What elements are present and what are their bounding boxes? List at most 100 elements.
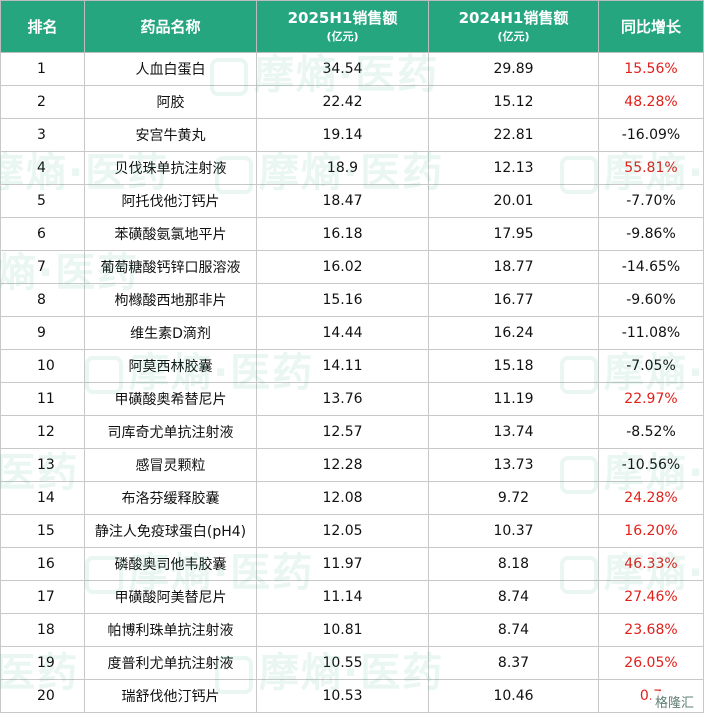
drug-name-cell: 苯磺酸氨氯地平片: [84, 217, 257, 251]
sales-2025-cell: 10.81: [256, 613, 429, 647]
rank-cell: 8: [0, 283, 85, 317]
drug-name-cell: 阿莫西林胶囊: [84, 349, 257, 383]
drug-name-cell: 甲磺酸奥希替尼片: [84, 382, 257, 416]
table-header: 排名 药品名称 2025H1销售额 (亿元) 2024H1销售额 (亿元) 同比…: [0, 0, 704, 53]
header-sales-2024-unit: (亿元): [497, 30, 530, 44]
rank-cell: 11: [0, 382, 85, 416]
table-body: 1 人血白蛋白 34.54 29.89 15.56% 2 阿胶 22.42 15.12 48.28…: [0, 52, 704, 713]
drug-name-cell: 枸橼酸西地那非片: [84, 283, 257, 317]
growth-cell: -8.52%: [598, 415, 704, 449]
drug-name-cell: 安宫牛黄丸: [84, 118, 257, 152]
header-sales-2025-label: 2025H1销售额: [287, 9, 398, 28]
growth-cell: -14.65%: [598, 250, 704, 284]
growth-cell: -11.08%: [598, 316, 704, 350]
header-sales-2024: 2024H1销售额 (亿元): [428, 0, 599, 53]
rank-cell: 16: [0, 547, 85, 581]
rank-cell: 1: [0, 52, 85, 86]
growth-cell: -10.56%: [598, 448, 704, 482]
drug-name-cell: 阿托伐他汀钙片: [84, 184, 257, 218]
sales-2025-cell: 14.44: [256, 316, 429, 350]
header-sales-2025: 2025H1销售额 (亿元): [256, 0, 429, 53]
sales-2024-cell: 22.81: [428, 118, 599, 152]
header-row: 排名 药品名称 2025H1销售额 (亿元) 2024H1销售额 (亿元) 同比…: [0, 0, 704, 53]
sales-2025-cell: 12.05: [256, 514, 429, 548]
drug-name-cell: 度普利尤单抗注射液: [84, 646, 257, 680]
sales-2024-cell: 10.46: [428, 679, 599, 713]
growth-cell: -9.60%: [598, 283, 704, 317]
rank-cell: 3: [0, 118, 85, 152]
drug-name-cell: 帕博利珠单抗注射液: [84, 613, 257, 647]
rank-cell: 4: [0, 151, 85, 185]
table-row: 12 司库奇尤单抗注射液 12.57 13.74 -8.52%: [0, 415, 704, 449]
table-row: 4 贝伐珠单抗注射液 18.9 12.13 55.81%: [0, 151, 704, 185]
table-row: 11 甲磺酸奥希替尼片 13.76 11.19 22.97%: [0, 382, 704, 416]
table-row: 7 葡萄糖酸钙锌口服溶液 16.02 18.77 -14.65%: [0, 250, 704, 284]
table-row: 14 布洛芬缓释胶囊 12.08 9.72 24.28%: [0, 481, 704, 515]
sales-2024-cell: 10.37: [428, 514, 599, 548]
sales-2024-cell: 8.74: [428, 613, 599, 647]
sales-2024-cell: 20.01: [428, 184, 599, 218]
drug-name-cell: 瑞舒伐他汀钙片: [84, 679, 257, 713]
corner-logo: 格隆汇: [650, 691, 698, 712]
rank-cell: 9: [0, 316, 85, 350]
drug-name-cell: 甲磺酸阿美替尼片: [84, 580, 257, 614]
sales-2024-cell: 9.72: [428, 481, 599, 515]
header-rank: 排名: [0, 0, 85, 53]
header-name: 药品名称: [84, 0, 257, 53]
rank-cell: 5: [0, 184, 85, 218]
sales-2024-cell: 8.37: [428, 646, 599, 680]
sales-2025-cell: 12.57: [256, 415, 429, 449]
rank-cell: 19: [0, 646, 85, 680]
table-row: 9 维生素D滴剂 14.44 16.24 -11.08%: [0, 316, 704, 350]
growth-cell: 22.97%: [598, 382, 704, 416]
sales-2025-cell: 13.76: [256, 382, 429, 416]
rank-cell: 15: [0, 514, 85, 548]
rank-cell: 18: [0, 613, 85, 647]
sales-2025-cell: 34.54: [256, 52, 429, 86]
drug-name-cell: 阿胶: [84, 85, 257, 119]
rank-cell: 20: [0, 679, 85, 713]
table-row: 19 度普利尤单抗注射液 10.55 8.37 26.05%: [0, 646, 704, 680]
sales-2025-cell: 22.42: [256, 85, 429, 119]
sales-2025-cell: 10.55: [256, 646, 429, 680]
growth-cell: 23.68%: [598, 613, 704, 647]
drug-name-cell: 葡萄糖酸钙锌口服溶液: [84, 250, 257, 284]
rank-cell: 17: [0, 580, 85, 614]
sales-2024-cell: 16.24: [428, 316, 599, 350]
sales-2025-cell: 16.02: [256, 250, 429, 284]
sales-2024-cell: 8.74: [428, 580, 599, 614]
table-row: 6 苯磺酸氨氯地平片 16.18 17.95 -9.86%: [0, 217, 704, 251]
sales-2025-cell: 18.9: [256, 151, 429, 185]
drug-name-cell: 静注人免疫球蛋白(pH4): [84, 514, 257, 548]
sales-2024-cell: 13.74: [428, 415, 599, 449]
table-row: 2 阿胶 22.42 15.12 48.28%: [0, 85, 704, 119]
drug-name-cell: 磷酸奥司他韦胶囊: [84, 547, 257, 581]
table-row: 15 静注人免疫球蛋白(pH4) 12.05 10.37 16.20%: [0, 514, 704, 548]
sales-2024-cell: 13.73: [428, 448, 599, 482]
growth-cell: 27.46%: [598, 580, 704, 614]
sales-2024-cell: 16.77: [428, 283, 599, 317]
sales-2024-cell: 15.18: [428, 349, 599, 383]
table-row: 13 感冒灵颗粒 12.28 13.73 -10.56%: [0, 448, 704, 482]
growth-cell: -16.09%: [598, 118, 704, 152]
growth-cell: 48.28%: [598, 85, 704, 119]
table-row: 18 帕博利珠单抗注射液 10.81 8.74 23.68%: [0, 613, 704, 647]
table-row: 17 甲磺酸阿美替尼片 11.14 8.74 27.46%: [0, 580, 704, 614]
table-row: 16 磷酸奥司他韦胶囊 11.97 8.18 46.33%: [0, 547, 704, 581]
sales-2024-cell: 12.13: [428, 151, 599, 185]
rank-cell: 12: [0, 415, 85, 449]
growth-cell: 15.56%: [598, 52, 704, 86]
rank-cell: 10: [0, 349, 85, 383]
growth-cell: -9.86%: [598, 217, 704, 251]
table-row: 8 枸橼酸西地那非片 15.16 16.77 -9.60%: [0, 283, 704, 317]
header-growth: 同比增长: [598, 0, 704, 53]
growth-cell: 46.33%: [598, 547, 704, 581]
drug-name-cell: 布洛芬缓释胶囊: [84, 481, 257, 515]
sales-2025-cell: 12.28: [256, 448, 429, 482]
growth-cell: 16.20%: [598, 514, 704, 548]
sales-2024-cell: 29.89: [428, 52, 599, 86]
sales-2025-cell: 11.14: [256, 580, 429, 614]
sales-2025-cell: 16.18: [256, 217, 429, 251]
rank-cell: 6: [0, 217, 85, 251]
rank-cell: 2: [0, 85, 85, 119]
